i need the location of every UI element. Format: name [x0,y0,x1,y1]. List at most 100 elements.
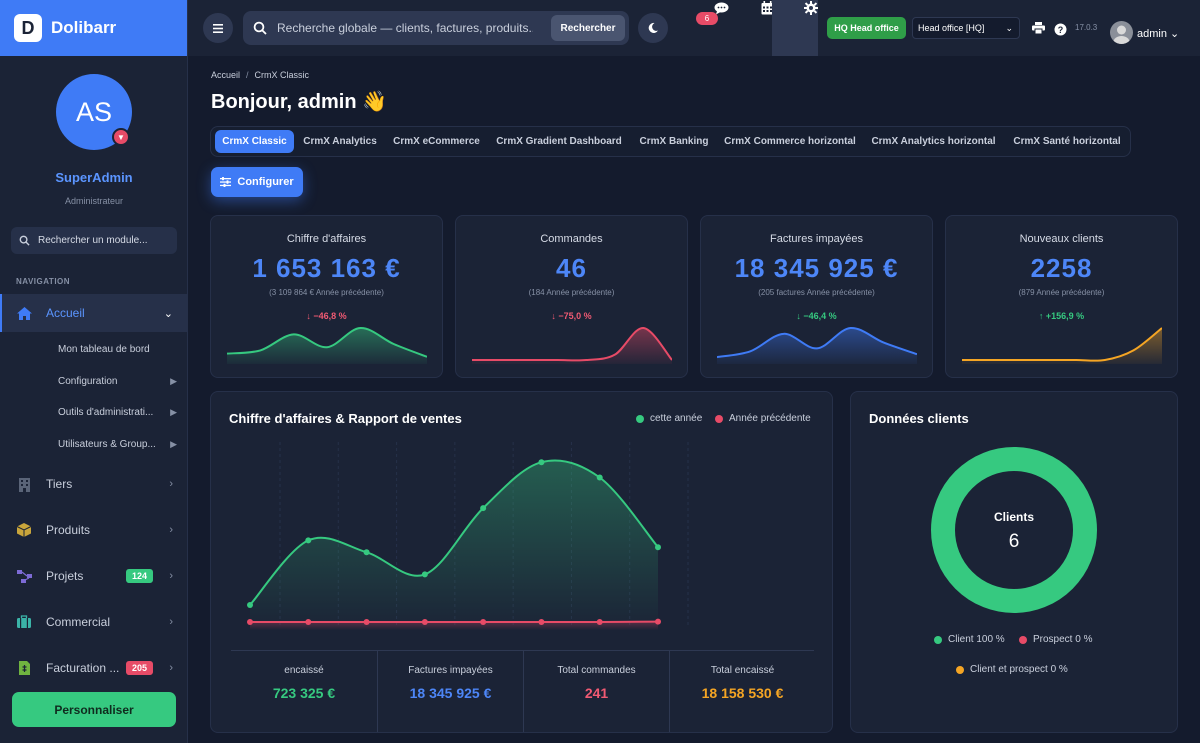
clients-data-card: Données clients Clients 6 Client 100 % P… [850,391,1178,733]
tab-crmx-sante-horizontal[interactable]: CrmX Santé horizontal [1013,136,1121,147]
kpi-value: 2258 [1030,253,1093,283]
search-icon [19,235,30,246]
kpi-previous: (184 Année précédente) [528,288,615,297]
sidebar-item-commercial[interactable]: Commercial › [0,603,187,641]
legend-previous-year[interactable]: Année précédente [715,413,811,424]
summary-cashed: encaissé 723 325 € [231,650,377,732]
kpi-delta-value: −46,8 % [313,311,347,321]
kpi-delta: ↓ −46,8 % [211,311,442,321]
data-point[interactable] [305,619,312,625]
kpi-value: 18 345 925 € [734,253,899,283]
data-point[interactable] [596,619,603,625]
user-avatar-large[interactable]: AS [56,74,132,150]
data-point[interactable] [421,619,428,625]
global-search-input[interactable] [277,21,533,35]
sidebar-item-label: Projets [46,569,84,583]
donut-slice-client[interactable] [931,447,1097,613]
data-point[interactable] [655,544,661,551]
user-name[interactable]: SuperAdmin [55,170,133,185]
arrow-down-icon: ↓ [551,311,556,321]
global-search: Rechercher [243,11,629,45]
svg-text:?: ? [1057,25,1063,35]
help-icon[interactable]: ? [1050,21,1070,37]
data-point[interactable] [363,549,370,556]
breadcrumb-home[interactable]: Accueil [211,70,241,80]
legend-label: Prospect 0 % [1033,634,1093,645]
printer-icon[interactable] [1028,20,1048,36]
sparkline-area [962,328,1162,364]
data-point[interactable] [480,505,487,512]
gear-icon[interactable] [801,0,821,16]
entity-select[interactable]: Head office [HQ] ⌄ [912,17,1020,39]
user-avatar[interactable] [1110,21,1133,44]
legend-client[interactable]: Client 100 % [934,634,1005,645]
sidebar-item-label: Facturation ... [46,661,120,675]
summary-unpaid: Factures impayées 18 345 925 € [377,650,523,732]
sparkline-area [227,327,427,364]
tab-crmx-banking[interactable]: CrmX Banking [639,136,709,147]
sidebar-item-projets[interactable]: Projets 124 › [0,557,187,595]
brand[interactable]: D Dolibarr [0,0,187,56]
data-point[interactable] [247,602,253,608]
sidebar-subitem-admin-tools[interactable]: Outils d'administrati... ▶ [58,407,183,418]
sidebar-subitem-label: Outils d'administrati... [58,407,154,418]
configure-label: Configurer [237,176,294,188]
search-button[interactable]: Rechercher [551,15,625,41]
data-point[interactable] [538,619,545,625]
sidebar-item-tiers[interactable]: Tiers › [0,465,187,503]
breadcrumb: Accueil / CrmX Classic [211,70,309,80]
tab-crmx-classic[interactable]: CrmX Classic [215,130,294,153]
legend-dot [1019,635,1027,644]
data-point[interactable] [538,459,545,466]
entity-select-value: Head office [HQ] [918,23,985,33]
sparkline-line [227,326,427,358]
user-role: Administrateur [64,196,124,206]
personalize-button[interactable]: Personnaliser [12,692,176,727]
module-search-input[interactable]: Rechercher un module... [11,227,177,254]
menu-toggle-button[interactable] [203,13,233,43]
tab-crmx-analytics[interactable]: CrmX Analytics [303,136,377,147]
kpi-value: 1 653 163 € [252,253,401,283]
dashboard-tabs: CrmX Classic CrmX Analytics CrmX eCommer… [210,126,1131,157]
sidebar-item-facturation[interactable]: Facturation ... 205 › [0,649,187,687]
configure-button[interactable]: Configurer [211,167,303,197]
data-point[interactable] [305,537,312,544]
data-point[interactable] [480,619,487,625]
theme-toggle-button[interactable] [638,13,668,43]
sidebar-item-accueil[interactable]: Accueil ⌄ [0,294,187,332]
legend-this-year[interactable]: cette année [636,413,702,424]
data-point[interactable] [363,619,370,625]
app-name: Dolibarr [51,18,117,37]
chevron-right-icon: ▶ [170,376,177,386]
user-menu[interactable]: admin ⌄ [1137,27,1179,40]
tab-crmx-gradient-dashboard[interactable]: CrmX Gradient Dashboard [496,136,622,147]
messages-icon[interactable] [711,0,731,16]
sparkline-line [962,327,1162,362]
topbar: Rechercher 6 HQ Head office Head office … [188,0,1200,56]
calendar-icon[interactable] [757,0,777,16]
arrow-down-icon: ↓ [306,311,311,321]
tab-crmx-ecommerce[interactable]: CrmX eCommerce [393,136,480,147]
summary-total-cashed: Total encaissé 18 158 530 € [669,650,815,732]
notification-count-badge[interactable]: 6 [696,12,718,25]
tab-crmx-analytics-horizontal[interactable]: CrmX Analytics horizontal [871,136,996,147]
data-point[interactable] [421,571,428,578]
chevron-right-icon: › [169,662,173,674]
data-point[interactable] [596,474,603,481]
sidebar-subitem-users-groups[interactable]: Utilisateurs & Group... ▶ [58,439,183,450]
breadcrumb-separator: / [246,70,249,80]
home-icon [15,304,33,322]
legend-client-prospect[interactable]: Client et prospect 0 % [956,664,1068,675]
entity-badge[interactable]: HQ Head office [827,17,906,39]
data-point[interactable] [247,619,253,625]
kpi-sparkline [962,327,1162,364]
data-point[interactable] [655,618,661,625]
legend-label: Année précédente [729,413,811,424]
sidebar-subitem-configuration[interactable]: Configuration ▶ [58,376,183,387]
legend-prospect[interactable]: Prospect 0 % [1019,634,1092,645]
chevron-down-icon[interactable]: ▼ [112,128,130,146]
kpi-card-new-clients: Nouveaux clients 2258 (879 Année précéde… [945,215,1178,378]
tab-crmx-commerce-horizontal[interactable]: CrmX Commerce horizontal [724,136,856,147]
sidebar-subitem-dashboard[interactable]: Mon tableau de bord [58,344,150,355]
sidebar-item-produits[interactable]: Produits › [0,511,187,549]
